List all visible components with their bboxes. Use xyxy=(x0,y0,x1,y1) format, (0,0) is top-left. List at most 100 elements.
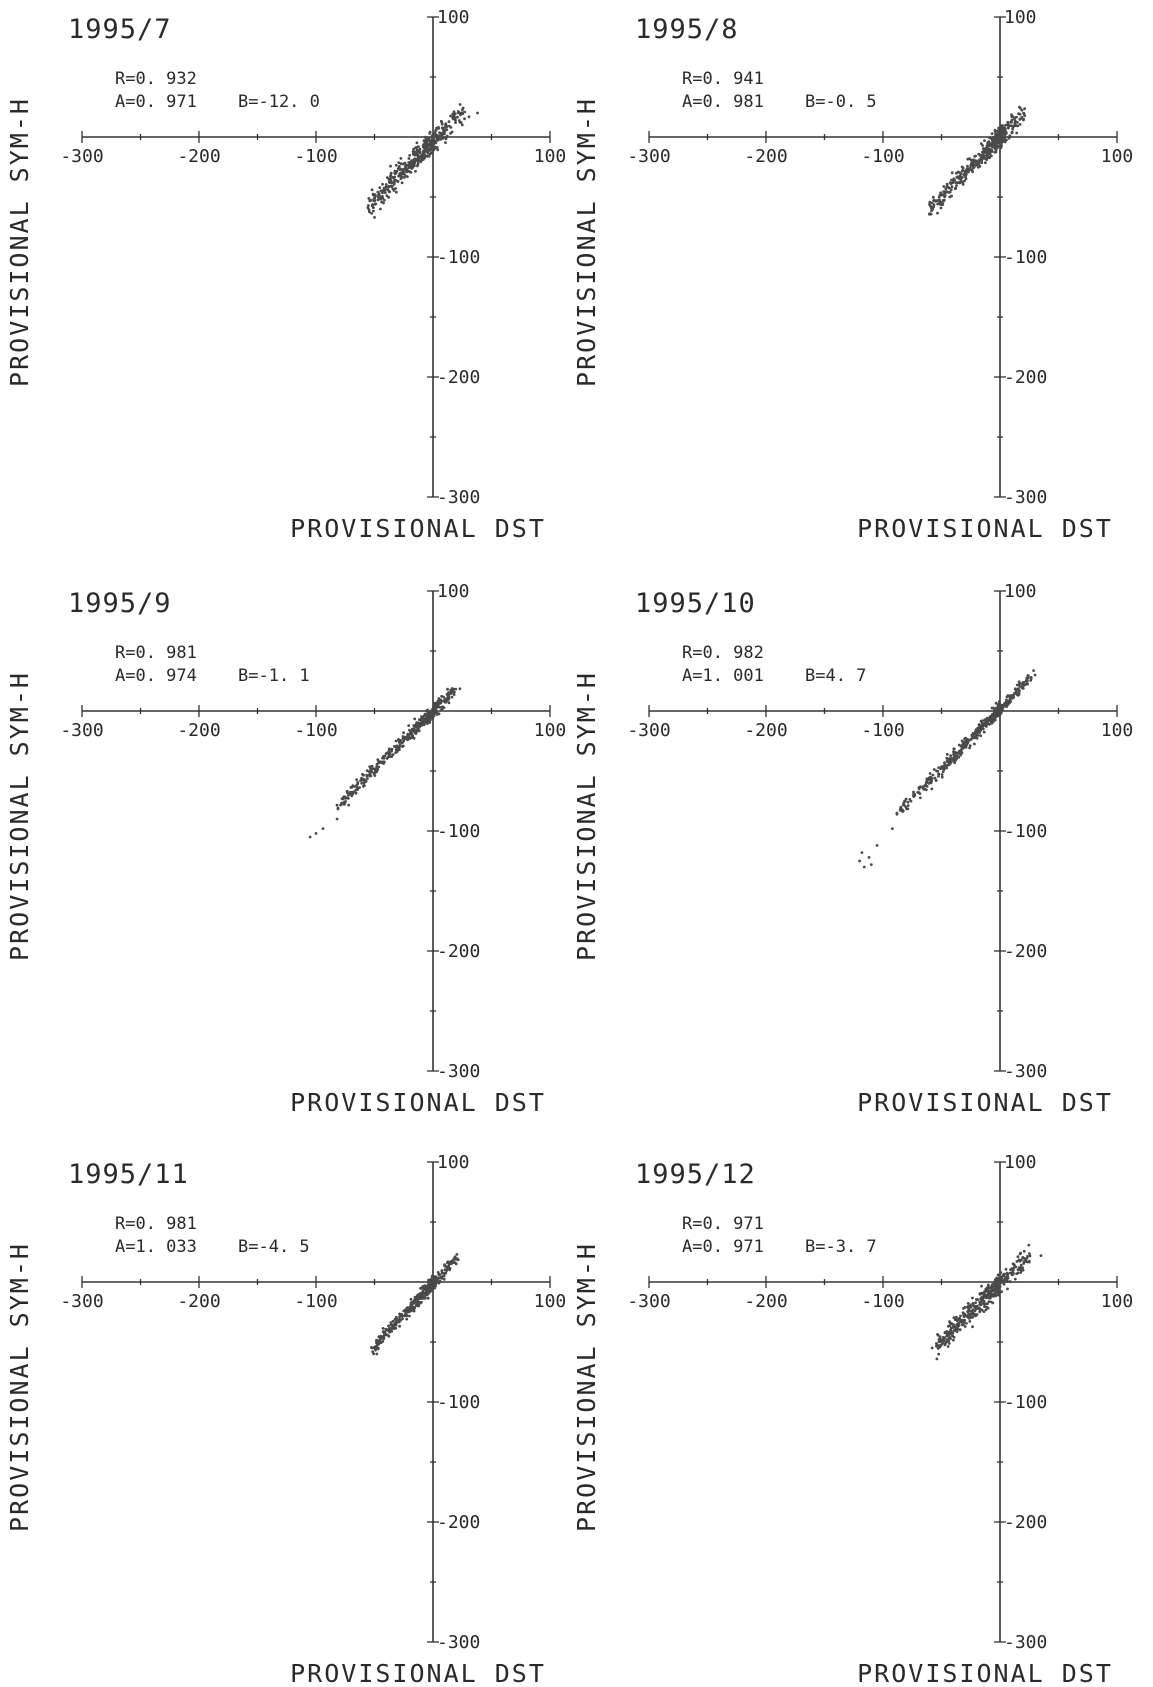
panel-title: 1995/11 xyxy=(68,1159,189,1190)
data-point xyxy=(960,176,964,179)
data-point xyxy=(365,769,369,773)
data-point xyxy=(373,768,377,772)
data-point xyxy=(1005,695,1009,699)
data-point xyxy=(943,761,946,764)
data-point xyxy=(425,717,429,721)
data-point xyxy=(1027,1260,1031,1264)
data-point xyxy=(376,758,380,761)
data-point xyxy=(903,799,906,803)
data-point xyxy=(983,1305,986,1308)
data-point xyxy=(410,163,413,167)
data-point xyxy=(369,768,373,772)
data-point xyxy=(966,157,970,161)
data-point xyxy=(381,1330,385,1333)
data-point xyxy=(906,800,910,804)
data-point xyxy=(994,136,998,140)
data-point xyxy=(929,775,932,779)
data-point xyxy=(441,126,445,130)
data-point xyxy=(935,1357,939,1361)
y-tick-label: -300 xyxy=(1004,487,1047,508)
data-point xyxy=(335,803,339,807)
data-point xyxy=(409,1303,413,1307)
data-point xyxy=(970,168,974,172)
data-point xyxy=(1016,121,1019,124)
data-point xyxy=(388,751,392,755)
data-point xyxy=(349,790,353,794)
data-point xyxy=(1017,688,1021,692)
stat-a: A=0. 981 xyxy=(682,92,764,112)
x-tick-label: 100 xyxy=(1101,146,1134,167)
data-point xyxy=(928,772,932,775)
data-point xyxy=(954,186,958,190)
data-point xyxy=(1028,1254,1032,1258)
data-point xyxy=(446,687,449,691)
data-point xyxy=(452,693,456,696)
data-point xyxy=(416,164,419,168)
data-point xyxy=(438,1279,442,1283)
x-tick-label: 100 xyxy=(1101,720,1134,741)
data-point xyxy=(984,161,987,165)
data-point xyxy=(969,1303,973,1307)
data-point xyxy=(1011,1272,1015,1276)
data-point xyxy=(430,1286,433,1290)
x-axis-label: PROVISIONAL DST xyxy=(290,514,546,543)
data-point xyxy=(981,144,984,147)
data-point xyxy=(930,787,934,791)
data-point xyxy=(958,1328,962,1332)
data-point xyxy=(956,754,959,758)
data-point xyxy=(384,183,388,186)
data-point xyxy=(1018,685,1022,688)
data-point xyxy=(937,766,941,769)
data-point xyxy=(862,865,866,869)
data-point xyxy=(389,164,392,168)
data-point xyxy=(1016,1255,1020,1259)
data-point xyxy=(999,707,1003,710)
data-point xyxy=(972,161,975,165)
data-point xyxy=(413,1295,417,1299)
data-point xyxy=(988,156,991,160)
data-point xyxy=(399,162,403,166)
data-point xyxy=(997,709,1001,713)
y-tick-label: -300 xyxy=(437,1632,480,1653)
scatter-panel-6: 1995/12 R=0. 971 A=0. 971 B=-3. 7 -300 -200 -1… xyxy=(572,1152,1133,1687)
data-point xyxy=(421,152,425,156)
data-point xyxy=(454,118,457,122)
data-point xyxy=(419,1296,422,1300)
data-point xyxy=(983,149,987,153)
data-point xyxy=(969,158,973,162)
data-point xyxy=(999,143,1003,147)
data-point xyxy=(442,1277,446,1281)
data-point xyxy=(360,781,364,785)
data-point xyxy=(982,156,986,160)
data-point xyxy=(1022,1249,1026,1253)
data-point xyxy=(952,1329,956,1332)
data-point xyxy=(994,1278,997,1281)
data-point xyxy=(981,1292,985,1295)
data-point xyxy=(431,133,435,137)
data-point xyxy=(435,701,438,705)
data-point xyxy=(988,1286,992,1290)
data-point xyxy=(443,1268,447,1272)
data-point xyxy=(367,197,371,200)
data-point xyxy=(433,1275,437,1279)
data-point xyxy=(430,713,433,716)
data-point xyxy=(981,1298,984,1301)
data-point xyxy=(381,1327,385,1330)
data-point xyxy=(933,776,937,780)
scatter-panel-3: 1995/9 R=0. 981 A=0. 974 B=-1. 1 -300 -200 -10… xyxy=(5,581,566,1117)
data-point xyxy=(940,773,944,776)
x-tick-label: -300 xyxy=(60,1291,103,1312)
data-point xyxy=(386,756,389,760)
data-point xyxy=(988,722,991,726)
data-point xyxy=(351,784,355,788)
data-point xyxy=(457,119,461,122)
data-point xyxy=(443,1271,447,1275)
data-point xyxy=(394,187,397,190)
data-point xyxy=(415,1294,419,1297)
data-point xyxy=(453,112,457,116)
data-point xyxy=(1013,121,1017,125)
data-point xyxy=(452,110,456,114)
data-point xyxy=(867,856,871,859)
data-point xyxy=(387,189,391,193)
